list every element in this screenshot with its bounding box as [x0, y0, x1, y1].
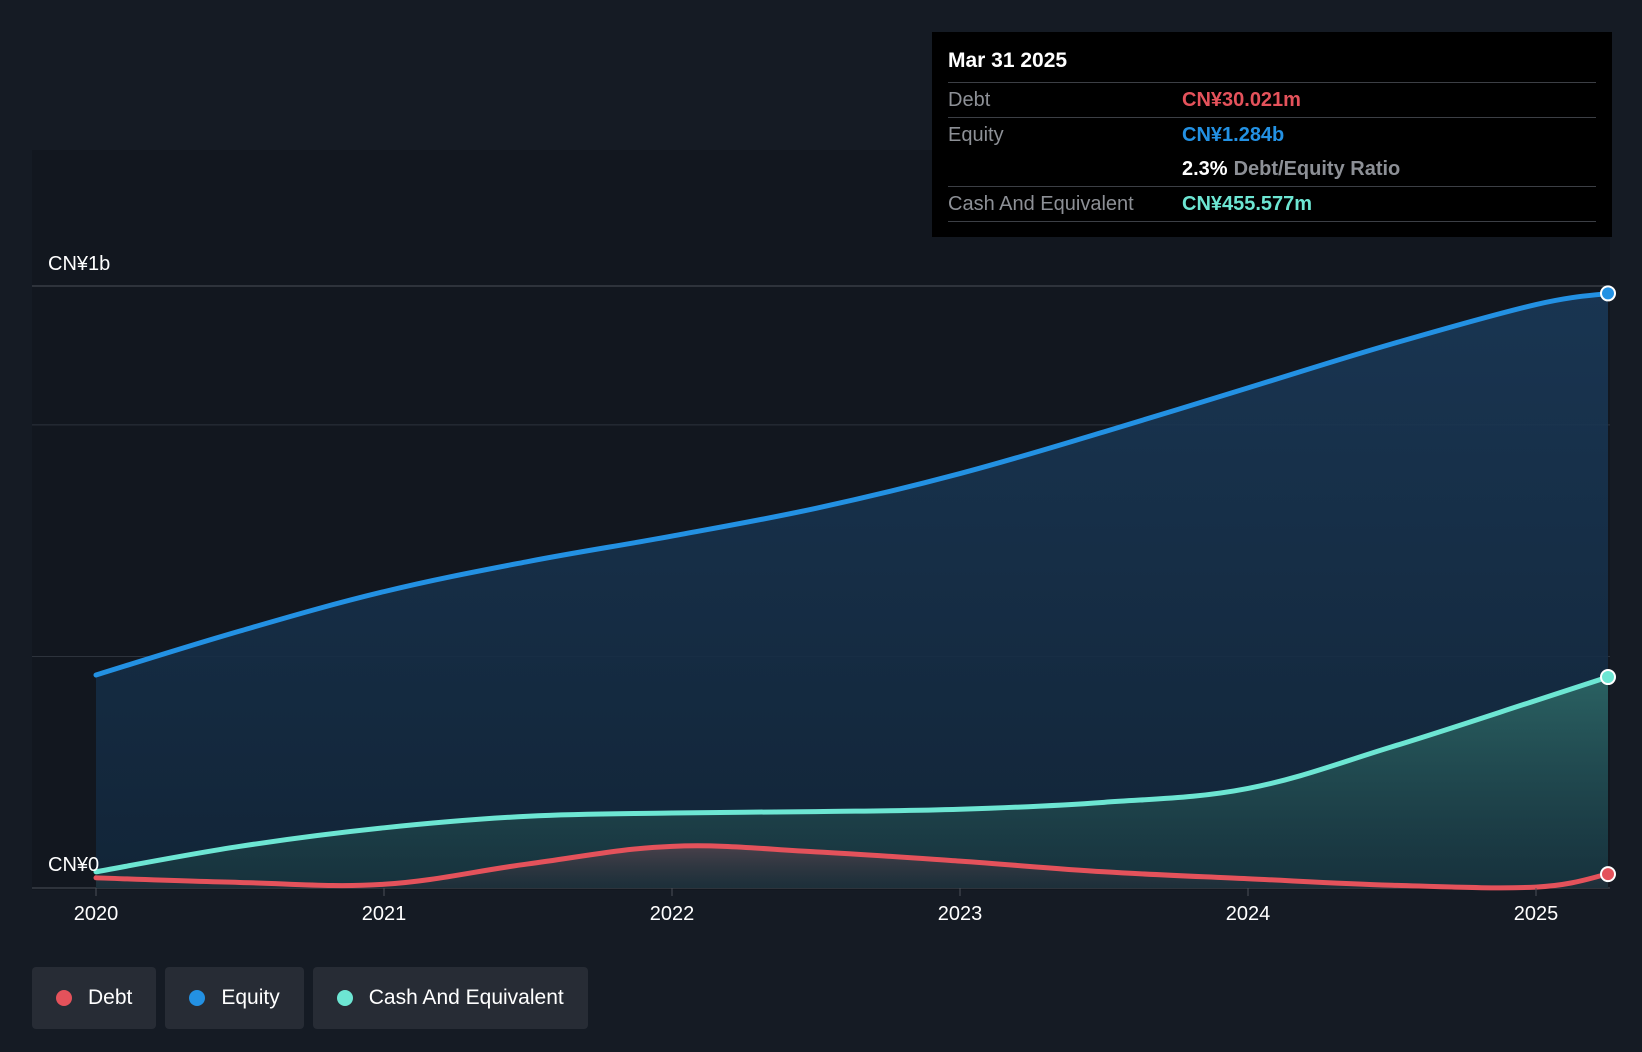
tooltip-date: Mar 31 2025	[948, 46, 1596, 83]
x-tick-label: 2020	[74, 903, 119, 925]
x-tick-label: 2024	[1226, 903, 1271, 925]
cash-line	[93, 674, 1611, 875]
legend-debt-label: Debt	[88, 986, 133, 1009]
equity-end-marker	[1600, 285, 1616, 302]
cash-end-marker	[1600, 669, 1616, 686]
cash-dot-icon	[336, 990, 353, 1006]
x-tick-label: 2022	[650, 903, 695, 925]
legend-item-equity[interactable]: Equity	[165, 967, 304, 1029]
legend-item-debt[interactable]: Debt	[32, 967, 157, 1029]
debt-line	[93, 843, 1611, 891]
series-lines	[93, 290, 1611, 891]
tooltip-debt-label: Debt	[948, 89, 991, 111]
y-axis-bottom-label: CN¥0	[48, 854, 99, 876]
series-end-markers	[1600, 285, 1616, 883]
tooltip-equity-value: CN¥1.284b	[1182, 124, 1285, 146]
tooltip-equity-label: Equity	[948, 124, 1004, 146]
equity-area	[96, 293, 1608, 888]
debt-dot-icon	[56, 990, 72, 1006]
y-axis-top-label: CN¥1b	[48, 253, 110, 275]
debt-area	[96, 845, 1608, 888]
x-tick-label: 2021	[362, 903, 407, 925]
tooltip-ratio-row: 2.3% Debt/Equity Ratio	[948, 152, 1596, 187]
x-tick-label: 2023	[938, 903, 983, 925]
tooltip-debt-value: CN¥30.021m	[1182, 89, 1301, 111]
tooltip-cash-row: Cash And Equivalent CN¥455.577m	[948, 187, 1596, 222]
chart-legend: Debt Equity Cash And Equivalent	[32, 967, 588, 1029]
tooltip-cash-value: CN¥455.577m	[1182, 193, 1313, 215]
tooltip-equity-row: Equity CN¥1.284b	[948, 118, 1596, 152]
tooltip-ratio-spacer	[948, 152, 1182, 186]
x-axis-ticks: 2020 2021 2022 2023 2024 2025	[74, 888, 1559, 925]
legend-cash-label: Cash And Equivalent	[368, 986, 564, 1009]
cash-area	[96, 677, 1608, 888]
equity-line	[93, 290, 1611, 678]
debt-end-marker	[1600, 866, 1616, 883]
legend-equity-label: Equity	[221, 986, 280, 1009]
legend-item-cash[interactable]: Cash And Equivalent	[312, 967, 588, 1029]
tooltip-ratio-label: Debt/Equity Ratio	[1233, 158, 1401, 180]
tooltip-cash-label: Cash And Equivalent	[948, 193, 1134, 215]
tooltip-debt-row: Debt CN¥30.021m	[948, 83, 1596, 118]
series-areas	[96, 293, 1608, 888]
x-tick-label: 2025	[1514, 903, 1559, 925]
equity-dot-icon	[189, 990, 206, 1006]
tooltip-panel: Mar 31 2025 Debt CN¥30.021m Equity CN¥1.…	[932, 32, 1612, 237]
tooltip-ratio-value: 2.3%	[1182, 158, 1228, 180]
